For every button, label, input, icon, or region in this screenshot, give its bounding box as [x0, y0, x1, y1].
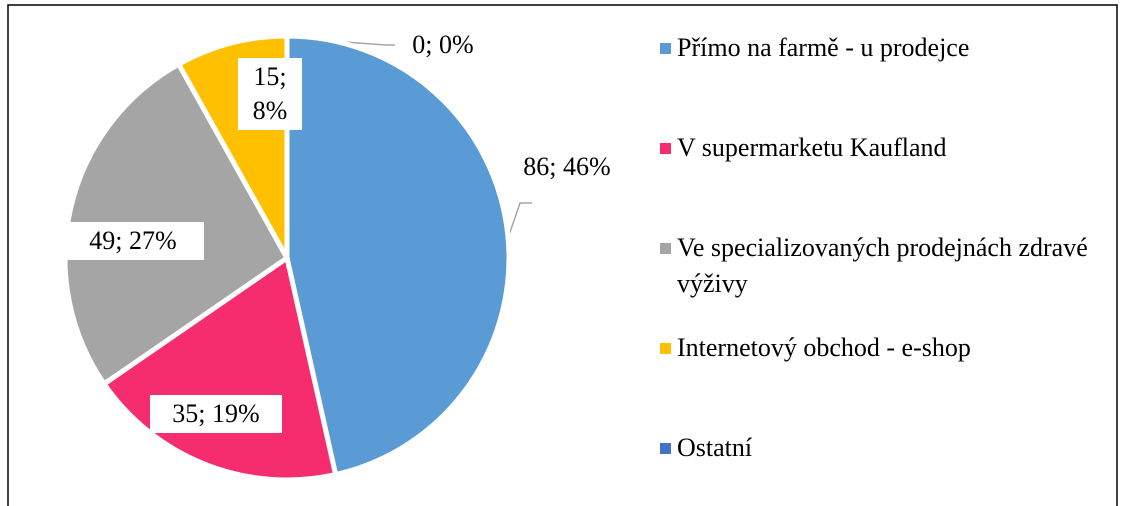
data-label: 86; 46% — [523, 152, 611, 181]
legend-entry: V supermarketu Kaufland — [660, 130, 1100, 166]
chart-border — [7, 4, 1118, 506]
legend-label: Ve specializovaných prodejnách zdravé vý… — [677, 233, 1088, 298]
legend-entry: Přímo na farmě - u prodejce — [660, 30, 1100, 66]
legend-label: Ostatní — [677, 433, 753, 462]
data-label: 49; 27% — [62, 222, 204, 260]
legend-swatch — [660, 143, 671, 154]
legend-swatch — [660, 343, 671, 354]
leader-line — [507, 202, 532, 239]
legend-label: Přímo na farmě - u prodejce — [677, 33, 970, 62]
legend-swatch — [660, 443, 671, 454]
legend-entry: Ve specializovaných prodejnách zdravé vý… — [660, 230, 1100, 302]
pie-slice — [284, 33, 512, 478]
legend-swatch — [660, 43, 671, 54]
legend-entry: Ostatní — [660, 430, 1100, 466]
data-label: 35; 19% — [150, 395, 282, 433]
legend-label: Internetový obchod - e-shop — [677, 333, 971, 362]
data-label: 0; 0% — [412, 30, 474, 59]
data-label: 15; 8% — [238, 58, 302, 130]
legend-swatch — [660, 243, 671, 254]
legend-entry: Internetový obchod - e-shop — [660, 330, 1100, 366]
legend-label: V supermarketu Kaufland — [677, 133, 947, 162]
